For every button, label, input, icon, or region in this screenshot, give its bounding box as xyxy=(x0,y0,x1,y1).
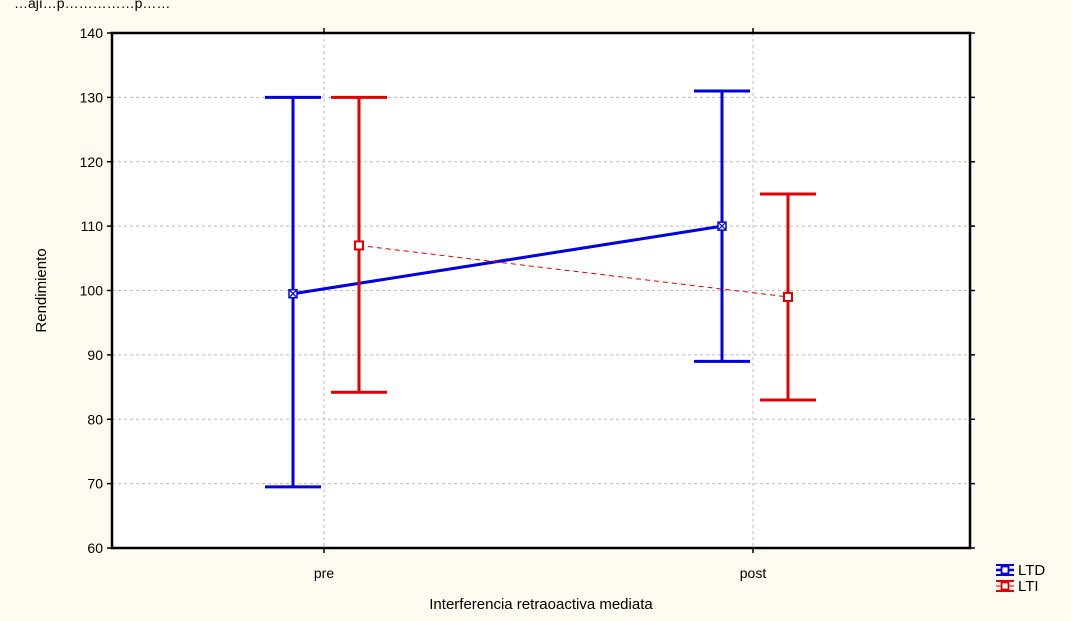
legend-label: LTD xyxy=(1018,562,1045,579)
series-ltd xyxy=(265,89,750,489)
y-tick-label: 60 xyxy=(87,540,103,556)
x-tick-label: post xyxy=(740,565,767,581)
series-lti xyxy=(331,95,816,402)
y-tick-label: 140 xyxy=(80,25,104,41)
data-point xyxy=(354,240,364,251)
data-point-cross xyxy=(718,222,726,230)
data-point xyxy=(783,291,793,302)
y-axis-title: Rendimiento xyxy=(33,248,50,332)
y-tick-label: 80 xyxy=(87,411,103,427)
data-point-cross xyxy=(289,290,297,298)
y-tick-label: 130 xyxy=(80,89,104,105)
y-tick-label: 110 xyxy=(81,218,104,234)
grid xyxy=(112,33,970,548)
y-tick-label: 100 xyxy=(80,283,104,299)
legend-marker xyxy=(1000,581,1010,591)
y-tick-label: 90 xyxy=(87,347,103,363)
legend-item-lti: LTI xyxy=(996,578,1039,595)
x-axis-title: Interferencia retraoactiva mediata xyxy=(429,596,653,613)
legend-item-ltd: LTD xyxy=(996,562,1045,579)
x-tick-label: pre xyxy=(314,565,334,581)
series-line xyxy=(292,224,723,296)
y-tick-label: 70 xyxy=(87,476,103,492)
y-tick-label: 120 xyxy=(80,154,104,170)
plot-frame xyxy=(110,31,972,550)
chart-top-caption: …ají…p……………p…… xyxy=(14,0,170,11)
legend-label: LTI xyxy=(1018,578,1039,595)
series-line xyxy=(358,244,789,298)
legend-marker xyxy=(1000,565,1010,575)
series-layer xyxy=(265,89,816,489)
y-axis: 60 70 80 90 100 110 120 130 140 xyxy=(80,25,975,556)
